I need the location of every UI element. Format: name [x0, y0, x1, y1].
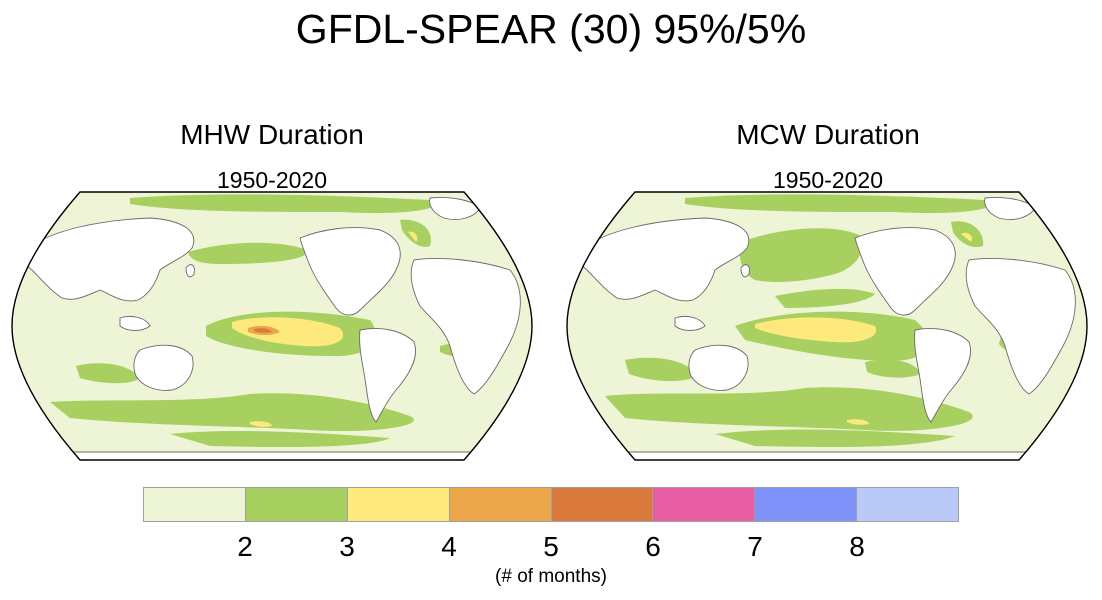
land-japan	[185, 264, 195, 278]
colorbar-box-3	[347, 488, 450, 521]
colorbar-box-8	[857, 488, 958, 521]
duration-band-south-pacific	[865, 359, 921, 378]
duration-band-southern-ocean	[605, 387, 973, 431]
colorbar-box-4	[449, 488, 552, 521]
duration-core-southern	[847, 419, 869, 425]
colorbar-unit-label: (# of months)	[495, 566, 607, 587]
duration-band-south-indian	[625, 357, 697, 382]
colorbar-tick-label: 5	[543, 531, 559, 562]
duration-band-arctic	[685, 194, 991, 214]
figure-title: GFDL-SPEAR (30) 95%/5%	[295, 6, 807, 52]
duration-band-north-pacific	[739, 228, 863, 282]
map-outline	[11, 191, 533, 461]
colorbar-box-1	[144, 488, 246, 521]
duration-band-north-atlantic	[400, 219, 431, 247]
colorbar-box-2	[245, 488, 348, 521]
map-outline	[566, 191, 1088, 461]
colorbar-tick-label: 2	[237, 531, 253, 562]
mhw-duration-map	[11, 191, 533, 461]
land-eurasia	[578, 217, 750, 302]
duration-band-mid-pacific	[775, 288, 875, 308]
duration-core-equatorial-pacific	[232, 317, 344, 347]
colorbar-tick-label: 3	[339, 531, 355, 562]
duration-core-equatorial-pacific	[755, 317, 877, 343]
land-masses	[567, 197, 1087, 460]
panel-subtitle-mhw: 1950-2020	[217, 167, 327, 193]
duration-core-atlantic	[961, 232, 973, 242]
land-north-america	[854, 227, 956, 316]
land-maritime-continent	[119, 315, 151, 331]
land-maritime-continent	[674, 315, 706, 331]
colorbar-box-7	[755, 488, 858, 521]
land-south-america	[359, 328, 416, 423]
land-masses	[12, 197, 532, 460]
duration-band-southern-ocean-2	[170, 431, 390, 448]
land-south-america	[914, 328, 971, 423]
duration-band-north-pacific	[188, 242, 309, 264]
land-australia	[688, 344, 749, 391]
duration-band-southern-ocean-2	[715, 429, 955, 447]
land-africa	[965, 258, 1076, 395]
colorbar-tick-label: 6	[645, 531, 661, 562]
panel-title-mcw: MCW Duration	[736, 119, 920, 150]
land-greenland	[984, 197, 1036, 220]
duration-core-southern	[250, 421, 272, 427]
duration-band-atlantic-core	[408, 231, 418, 242]
colorbar	[143, 487, 959, 522]
duration-band-arctic	[130, 194, 436, 214]
duration-peak-equatorial-pacific-inner	[254, 328, 272, 333]
panel-title-mhw: MHW Duration	[180, 119, 364, 150]
land-africa	[410, 258, 521, 395]
colorbar-box-6	[653, 488, 756, 521]
colorbar-tick-label: 4	[441, 531, 457, 562]
land-north-america	[299, 227, 401, 316]
duration-band-southern-ocean	[50, 393, 414, 432]
colorbar-tick-label: 7	[747, 531, 763, 562]
land-greenland	[429, 197, 481, 220]
mcw-duration-map	[566, 191, 1088, 461]
land-australia	[133, 344, 194, 391]
duration-band-south-indian	[76, 363, 140, 384]
land-japan	[740, 264, 750, 278]
land-eurasia	[23, 217, 195, 302]
panel-subtitle-mcw: 1950-2020	[773, 167, 883, 193]
colorbar-tick-label: 8	[849, 531, 865, 562]
colorbar-box-5	[551, 488, 654, 521]
